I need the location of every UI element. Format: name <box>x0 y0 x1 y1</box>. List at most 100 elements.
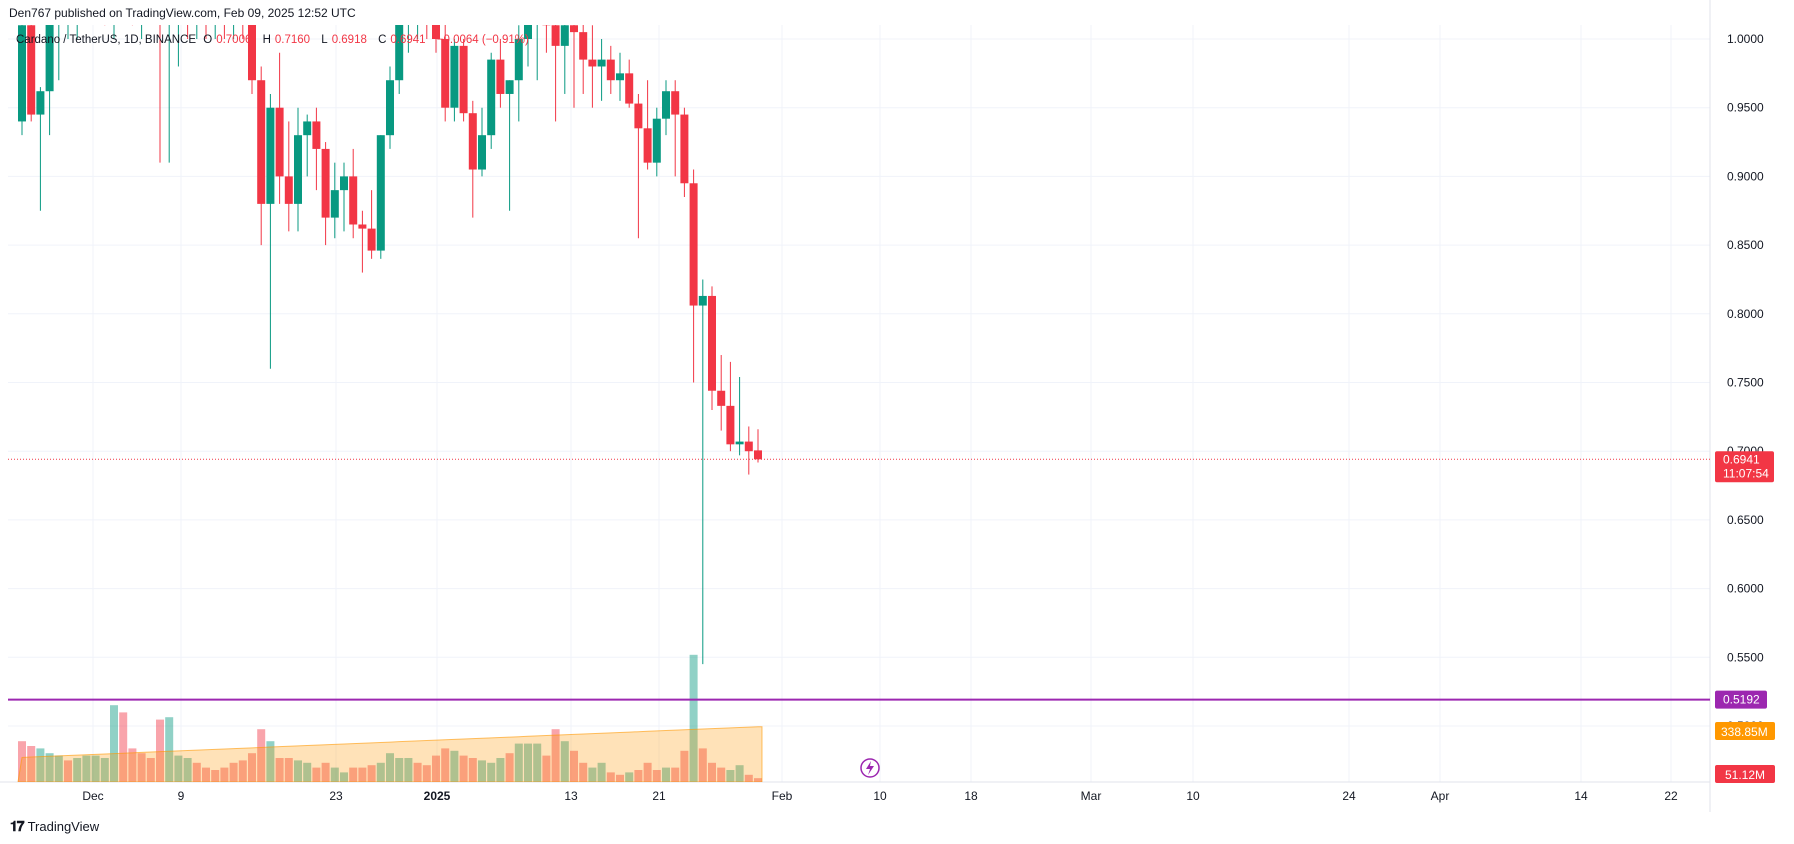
volume-bar <box>671 767 680 782</box>
volume-bar <box>468 758 477 782</box>
candle-body <box>156 0 164 12</box>
volume-bar <box>744 774 753 782</box>
volume-ma-badge <box>1715 722 1775 740</box>
volume-bar <box>625 772 634 782</box>
volume-bar <box>275 758 284 782</box>
volume-bar <box>156 719 164 782</box>
legend-open-label: O <box>203 34 213 46</box>
candles-layer <box>18 0 762 665</box>
volume-bar <box>211 770 220 782</box>
volume-bar <box>64 760 72 782</box>
brand-name: TradingView <box>27 819 100 834</box>
candle-body <box>18 25 26 122</box>
lightning-bolt-shape <box>866 761 874 775</box>
volume-bar <box>165 717 174 782</box>
legend-symbol: Cardano / TetherUS, 1D, BINANCE <box>16 34 197 46</box>
candle-body <box>459 45 468 114</box>
volume-bar <box>708 762 716 782</box>
candle-body <box>542 25 551 26</box>
legend-close-value: 0.6941 <box>390 34 426 46</box>
volume-bar <box>441 748 450 782</box>
volume-bar <box>119 712 128 782</box>
candle-body <box>303 121 312 136</box>
volume-bar <box>128 748 137 782</box>
y-tick-label: 0.6000 <box>1727 582 1764 596</box>
volume-bar <box>192 762 201 782</box>
volume-bar <box>248 753 256 782</box>
candle-body <box>266 107 275 204</box>
volume-bar <box>18 741 26 782</box>
legend-close-label: C <box>378 34 387 46</box>
x-tick-label: 24 <box>1342 789 1356 803</box>
tradingview-logo-icon: 𝟏𝟕 <box>10 818 25 834</box>
volume-bar <box>634 770 643 782</box>
publisher-caption: Den767 published on TradingView.com, Feb… <box>9 6 356 20</box>
candle-body <box>505 80 514 94</box>
last-price-value: 0.6941 <box>1723 452 1760 466</box>
volume-bar <box>754 778 762 782</box>
legend-change: −0.0064 (−0.91%) <box>436 34 529 46</box>
y-tick-label: 0.7500 <box>1727 376 1764 390</box>
volume-bar <box>312 767 321 782</box>
x-tick-label: 21 <box>652 789 666 803</box>
volume-bar <box>340 772 348 782</box>
volume-bar <box>358 767 367 782</box>
y-tick-label: 0.5500 <box>1727 650 1764 664</box>
volume-bar <box>505 753 514 782</box>
volume-ma-area <box>17 726 763 782</box>
volume-bar <box>91 755 100 782</box>
volume-bar <box>496 758 505 782</box>
legend-high-label: H <box>262 34 271 46</box>
legend-high-value: 0.7160 <box>274 34 311 46</box>
volume-bar <box>680 750 689 782</box>
volume-bar <box>73 758 82 782</box>
x-tick-label: Dec <box>82 789 103 803</box>
candle-body <box>662 91 670 119</box>
candle-body <box>376 135 385 251</box>
volume-bar <box>735 765 744 782</box>
volume-bar <box>579 762 588 782</box>
volume-bar <box>551 729 560 782</box>
volume-bar <box>45 753 54 782</box>
volume-bar <box>303 762 312 782</box>
candle-body <box>330 190 339 218</box>
candle-body <box>450 45 459 108</box>
candle-body <box>487 59 496 136</box>
candle-body <box>717 390 726 406</box>
x-tick-label: 10 <box>1186 789 1200 803</box>
volume-bar <box>36 748 45 782</box>
candle-body <box>404 0 412 12</box>
x-tick-label: 10 <box>873 789 887 803</box>
volume-bar <box>717 767 726 782</box>
candle-body <box>708 295 716 391</box>
x-tick-label: Mar <box>1081 789 1102 803</box>
y-tick-label: 0.6500 <box>1727 513 1764 527</box>
candle-body <box>441 39 450 108</box>
candle-body <box>616 73 624 81</box>
candle-body <box>55 0 63 12</box>
volume-bar <box>284 758 293 782</box>
candle-body <box>386 80 394 136</box>
candle-body <box>634 103 643 129</box>
candle-body <box>754 450 762 460</box>
candle-body <box>726 405 735 445</box>
candle-body <box>643 128 652 163</box>
volume-bar <box>726 770 735 782</box>
last-price-badge <box>1715 451 1774 483</box>
candle-body <box>257 80 266 204</box>
volume-bar <box>404 758 413 782</box>
volume-bar <box>606 772 615 782</box>
volume-layer <box>17 654 763 782</box>
volume-bar <box>689 654 698 782</box>
volume-bar <box>146 758 155 782</box>
candle-body <box>248 25 256 81</box>
legend-open-value: 0.7006 <box>216 34 252 46</box>
volume-bar <box>220 767 229 782</box>
volume-bar <box>137 753 146 782</box>
countdown-label: 11:07:54 <box>1723 466 1769 480</box>
volume-bar <box>662 767 670 782</box>
footer-brand[interactable]: 𝟏𝟕 TradingView <box>10 818 99 835</box>
candle-body <box>358 224 367 229</box>
candle-body <box>349 176 358 225</box>
